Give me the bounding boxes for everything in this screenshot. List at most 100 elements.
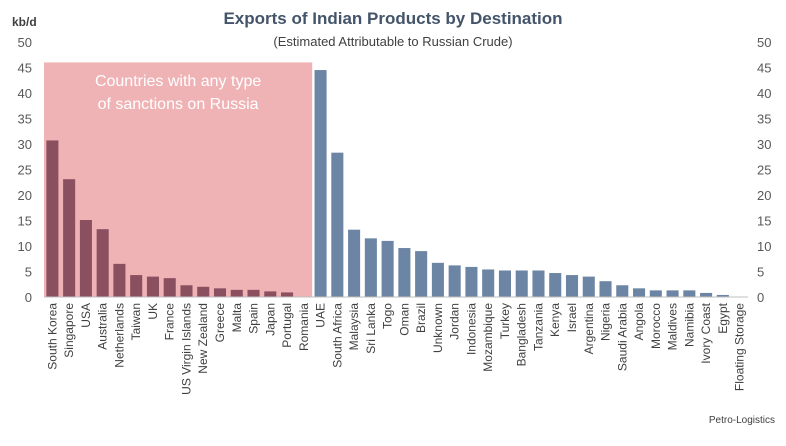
y-tick-label-left: 35 [18, 112, 32, 127]
bar [465, 266, 478, 297]
bar [716, 294, 729, 297]
category-label: Israel [565, 303, 579, 332]
bar [79, 219, 92, 297]
category-label: Portugal [280, 303, 294, 348]
category-label: Sri Lanka [364, 303, 378, 354]
bar [314, 70, 327, 297]
bar [532, 270, 545, 297]
category-label: South Korea [45, 303, 59, 370]
sanctions-annotation-line: Countries with any type [95, 73, 261, 90]
category-label: Argentina [582, 303, 596, 355]
y-tick-label-right: 15 [757, 214, 771, 229]
y-tick-label-right: 5 [757, 265, 764, 280]
category-label: UAE [314, 303, 328, 328]
y-tick-label-left: 10 [18, 239, 32, 254]
category-label: Brazil [414, 303, 428, 333]
bar [415, 251, 428, 297]
category-label: Greece [213, 303, 227, 343]
category-label: Australia [96, 303, 110, 350]
bar [348, 229, 361, 297]
category-label: US Virgin Islands [179, 303, 193, 395]
bar [616, 285, 629, 297]
category-label: Morocco [649, 303, 663, 349]
category-label: Romania [297, 303, 311, 351]
category-label: New Zealand [196, 303, 210, 374]
bar [213, 288, 227, 297]
category-label: Singapore [62, 303, 76, 358]
category-label: Egypt [716, 302, 730, 333]
bar [482, 269, 495, 297]
bar [381, 240, 394, 297]
y-tick-label-left: 15 [18, 214, 32, 229]
chart-subtitle: (Estimated Attributable to Russian Crude… [273, 34, 512, 49]
category-label: Namibia [682, 303, 696, 347]
category-label: France [163, 303, 177, 341]
bar [46, 140, 59, 297]
category-label: Maldives [666, 303, 680, 350]
bar [398, 248, 411, 297]
bar [633, 288, 646, 297]
category-label: South Africa [330, 303, 344, 368]
y-tick-label-right: 30 [757, 137, 771, 152]
y-tick-label-left: 30 [18, 137, 32, 152]
bar [281, 292, 294, 297]
bar [63, 179, 76, 297]
category-label: Mozambique [481, 303, 495, 372]
category-label: Kenya [548, 303, 562, 337]
y-tick-label-right: 20 [757, 188, 771, 203]
y-axis-unit-label: kb/d [12, 15, 37, 29]
y-tick-label-left: 40 [18, 86, 32, 101]
y-tick-label-left: 20 [18, 188, 32, 203]
category-label: Malaysia [347, 303, 361, 351]
y-tick-label-left: 5 [25, 265, 32, 280]
y-tick-label-right: 35 [757, 112, 771, 127]
y-tick-label-left: 45 [18, 61, 32, 76]
category-label: Floating Storage [733, 303, 747, 391]
y-tick-label-right: 45 [757, 61, 771, 76]
bar [197, 286, 210, 297]
bar [582, 276, 595, 297]
category-label: Netherlands [112, 303, 126, 368]
y-tick-label-right: 40 [757, 86, 771, 101]
category-label: Saudi Arabia [615, 303, 629, 371]
bar [130, 275, 143, 297]
category-label: Malta [230, 303, 244, 333]
bar [515, 270, 528, 297]
bar [96, 229, 109, 297]
category-label: UK [146, 303, 160, 320]
bar [146, 276, 159, 297]
bar [113, 263, 126, 297]
bar [264, 291, 277, 297]
bar [649, 290, 662, 297]
bar [180, 285, 193, 297]
category-label: USA [79, 303, 93, 328]
bar [448, 265, 461, 297]
category-label: Togo [381, 303, 395, 329]
sanctions-annotation-line: of sanctions on Russia [98, 96, 259, 113]
category-label: Angola [632, 303, 646, 341]
category-label: Turkey [498, 303, 512, 339]
bar [498, 270, 511, 297]
bar [565, 275, 579, 297]
bar [666, 290, 679, 297]
y-tick-label-right: 10 [757, 239, 771, 254]
category-label: Taiwan [129, 303, 143, 340]
chart-title: Exports of Indian Products by Destinatio… [223, 9, 562, 28]
y-tick-label-left: 0 [25, 290, 32, 305]
bar [331, 152, 344, 297]
bar [683, 290, 696, 297]
category-label: Japan [263, 303, 277, 336]
category-label: Bangladesh [515, 303, 529, 366]
y-tick-label-right: 0 [757, 290, 764, 305]
category-label: Ivory Coast [699, 302, 713, 363]
y-tick-label-right: 50 [757, 35, 771, 50]
y-tick-label-left: 50 [18, 35, 32, 50]
category-label: Spain [247, 303, 261, 334]
bar [700, 292, 713, 297]
category-label: Tanzania [531, 303, 545, 351]
bar [599, 281, 612, 297]
category-label: Nigeria [599, 303, 613, 341]
category-label: Jordan [448, 303, 462, 340]
y-tick-label-left: 25 [18, 163, 32, 178]
